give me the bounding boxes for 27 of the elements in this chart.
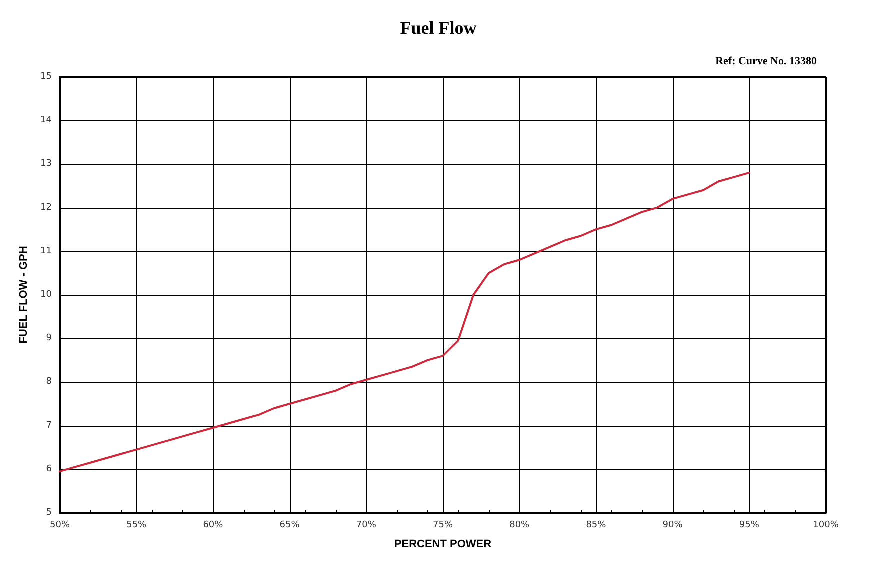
y-tick-label: 14	[40, 116, 52, 126]
y-tick-label: 8	[46, 377, 52, 388]
x-tick-label: 95%	[739, 520, 760, 530]
x-tick-label: 60%	[203, 520, 224, 530]
x-tick-label: 70%	[356, 520, 377, 530]
line-series	[59, 172, 750, 473]
x-tick-label: 85%	[586, 520, 607, 530]
text: Ref: Curve No. 13380	[716, 56, 818, 68]
x-tick-label: 50%	[50, 520, 70, 530]
x-tick-label: 80%	[510, 520, 530, 530]
y-tick-label: 5	[46, 508, 52, 518]
y-tick-label: 13	[40, 159, 52, 170]
x-tick-label: 100%	[813, 520, 840, 530]
y-axis-title: FUEL FLOW - GPH	[18, 246, 30, 344]
y-tick-label: 9	[46, 334, 52, 344]
y-tick-label: 12	[40, 202, 52, 213]
chart-title: Fuel Flow	[400, 18, 477, 38]
y-tick-label: 11	[40, 246, 52, 256]
y-tick-label: 6	[46, 464, 52, 474]
y-tick-label: 10	[40, 290, 52, 300]
x-axis-title: PERCENT POWER	[394, 538, 492, 550]
x-tick-label: 90%	[662, 520, 684, 530]
y-tick-label: 15	[40, 72, 52, 82]
x-tick-label: 65%	[280, 520, 300, 530]
y-tick-label: 7	[46, 420, 52, 431]
x-tick-label: 75%	[432, 520, 454, 530]
x-tick-label: 55%	[126, 520, 148, 530]
